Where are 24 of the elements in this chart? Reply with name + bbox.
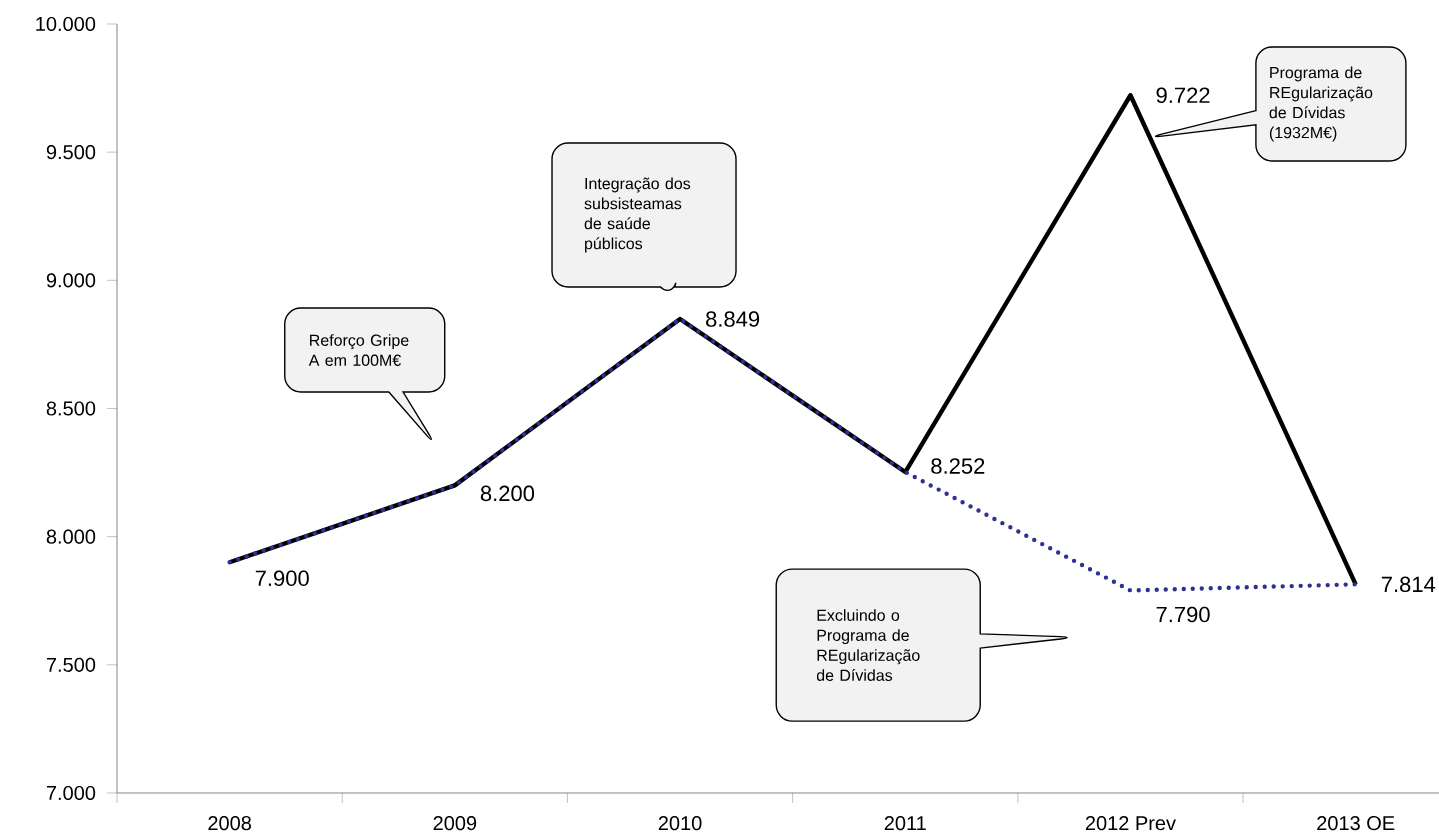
y-tick-label: 7.500	[46, 657, 96, 672]
annotation: Programa de REgularização de Dívidas (1932M€)	[1269, 66, 1373, 142]
x-tick-label: 2009	[433, 816, 477, 831]
y-tick-label: 7.000	[46, 785, 96, 801]
data-label: 8.200	[480, 485, 535, 502]
data-label: 8.849	[706, 311, 760, 327]
y-tick-label: 9.500	[46, 145, 96, 160]
annotation: Excluindo o Programa de REgularização de Dívidas	[816, 609, 920, 681]
x-tick-label: 2012 Prev	[1085, 816, 1176, 831]
data-label: 8.252	[931, 458, 985, 474]
y-tick-label: 10.000	[36, 16, 96, 32]
y-tick-label: 8.500	[46, 401, 96, 416]
x-tick-label: 2010	[658, 816, 702, 831]
data-label: 9.722	[1156, 87, 1210, 104]
y-tick-label: 9.000	[46, 273, 96, 288]
y-tick-label: 8.000	[46, 529, 96, 544]
annotation: Integração dos subsisteamas de saúde públicos	[584, 177, 691, 253]
x-tick-label: 2011	[884, 816, 926, 831]
x-tick-label: 2008	[208, 816, 251, 831]
data-label: 7.790	[1156, 606, 1210, 623]
data-label: 7.900	[255, 570, 309, 587]
data-label: 7.814	[1381, 576, 1436, 593]
x-tick-label: 2013 OE	[1317, 816, 1395, 831]
annotation: Reforço Gripe A em 100M€	[308, 334, 409, 366]
